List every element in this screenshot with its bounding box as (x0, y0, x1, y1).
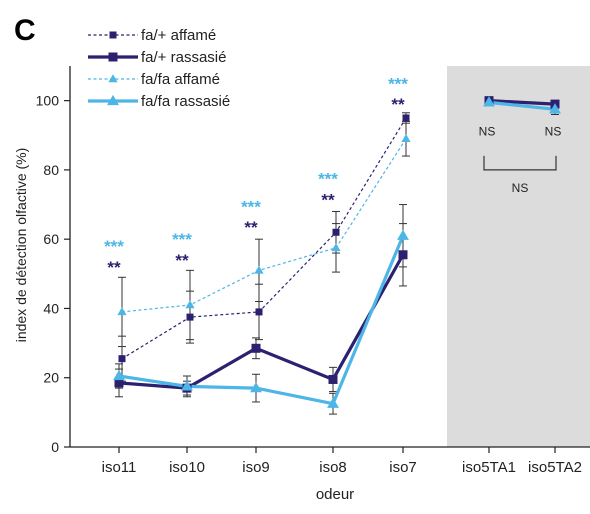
ns-bracket (483, 155, 557, 171)
series-markers (113, 96, 561, 408)
significance-label: *** (318, 170, 338, 189)
significance-label: *** (241, 197, 261, 216)
y-tick-label: 40 (43, 300, 59, 316)
line-fa-fa-rassasi (488, 100, 556, 111)
x-tick-label: iso7 (389, 459, 417, 476)
marker-fa-fa-rassasi (327, 397, 339, 408)
marker-fa-affam (186, 313, 194, 321)
x-axis-label: odeur (316, 486, 354, 503)
x-tick-label: iso5TA2 (528, 459, 582, 476)
legend: fa/+ affamé fa/+ rassasié fa/fa affamé fa/f… (88, 27, 230, 110)
y-tick-label: 100 (36, 93, 60, 109)
y-tick-label: 0 (51, 439, 59, 455)
significance-label: ** (391, 95, 405, 114)
marker-fa-fa-affam (108, 74, 118, 83)
y-tick-label: 20 (43, 370, 59, 386)
legend-item-fa-rassasi: fa/+ rassasié (88, 49, 226, 66)
legend-item-fa-affam: fa/+ affamé (88, 27, 216, 44)
marker-fa-fa-rassasi (549, 103, 561, 114)
marker-fa-affam (109, 31, 117, 39)
shaded-region (447, 66, 590, 447)
marker-fa-affam (332, 228, 340, 236)
significance-label: *** (172, 230, 192, 249)
y-axis-label: index de détection olfactive (%) (13, 148, 29, 343)
ns-annotations: NS NS NS (479, 124, 562, 195)
marker-fa-rassasi (398, 250, 408, 260)
marker-fa-rassasi (114, 378, 124, 388)
significance-label: ** (175, 251, 189, 270)
legend-label: fa/fa rassasié (141, 93, 230, 110)
axes: 0 20 40 60 80 100 iso11 iso10 iso9 iso8 iso7 iso5TA… (36, 66, 590, 476)
marker-fa-fa-affam (254, 265, 264, 274)
ns-label: NS (479, 124, 496, 138)
ns-label: NS (545, 124, 562, 138)
marker-fa-fa-rassasi (397, 229, 409, 240)
marker-fa-rassasi (108, 52, 118, 62)
line-fa-rassasi (488, 99, 556, 106)
significance-label: *** (104, 237, 124, 256)
line-fa-fa-affam (121, 138, 407, 313)
x-tick-label: iso10 (169, 459, 205, 476)
marker-fa-fa-rassasi (483, 96, 495, 107)
marker-fa-fa-rassasi (181, 380, 193, 391)
marker-fa-fa-affam (185, 300, 195, 309)
marker-fa-fa-affam (401, 133, 411, 142)
line-fa-fa-rassasi (118, 235, 405, 406)
x-tick-label: iso5TA1 (462, 459, 516, 476)
legend-item-fa-fa-affam: fa/fa affamé (88, 71, 220, 88)
y-tick-label: 60 (43, 231, 59, 247)
marker-fa-rassasi (251, 343, 261, 353)
legend-label: fa/+ rassasié (141, 49, 226, 66)
legend-label: fa/+ affamé (141, 27, 216, 44)
ns-bracket-label: NS (512, 181, 529, 195)
marker-fa-affam (255, 308, 263, 316)
x-tick-label: iso8 (319, 459, 347, 476)
significance-label: ** (321, 190, 335, 209)
significance-annotations: ************************* (104, 74, 408, 277)
marker-fa-fa-rassasi (107, 94, 119, 106)
marker-fa-fa-affam (117, 307, 127, 316)
y-tick-label: 80 (43, 162, 59, 178)
marker-fa-affam (118, 355, 126, 363)
significance-label: ** (107, 258, 121, 277)
marker-fa-fa-affam (331, 243, 341, 252)
marker-fa-fa-rassasi (250, 381, 262, 393)
panel-letter: C (14, 14, 36, 47)
significance-label: ** (244, 218, 258, 237)
marker-fa-affam (402, 114, 410, 122)
legend-label: fa/fa affamé (141, 71, 220, 88)
x-tick-label: iso9 (242, 459, 270, 476)
line-fa-rassasi (118, 253, 405, 390)
marker-fa-fa-rassasi (113, 369, 125, 381)
x-tick-label: iso11 (102, 459, 137, 476)
significance-label: *** (388, 74, 408, 93)
legend-item-fa-fa-rassasi: fa/fa rassasié (88, 93, 230, 110)
marker-fa-rassasi (328, 374, 338, 384)
